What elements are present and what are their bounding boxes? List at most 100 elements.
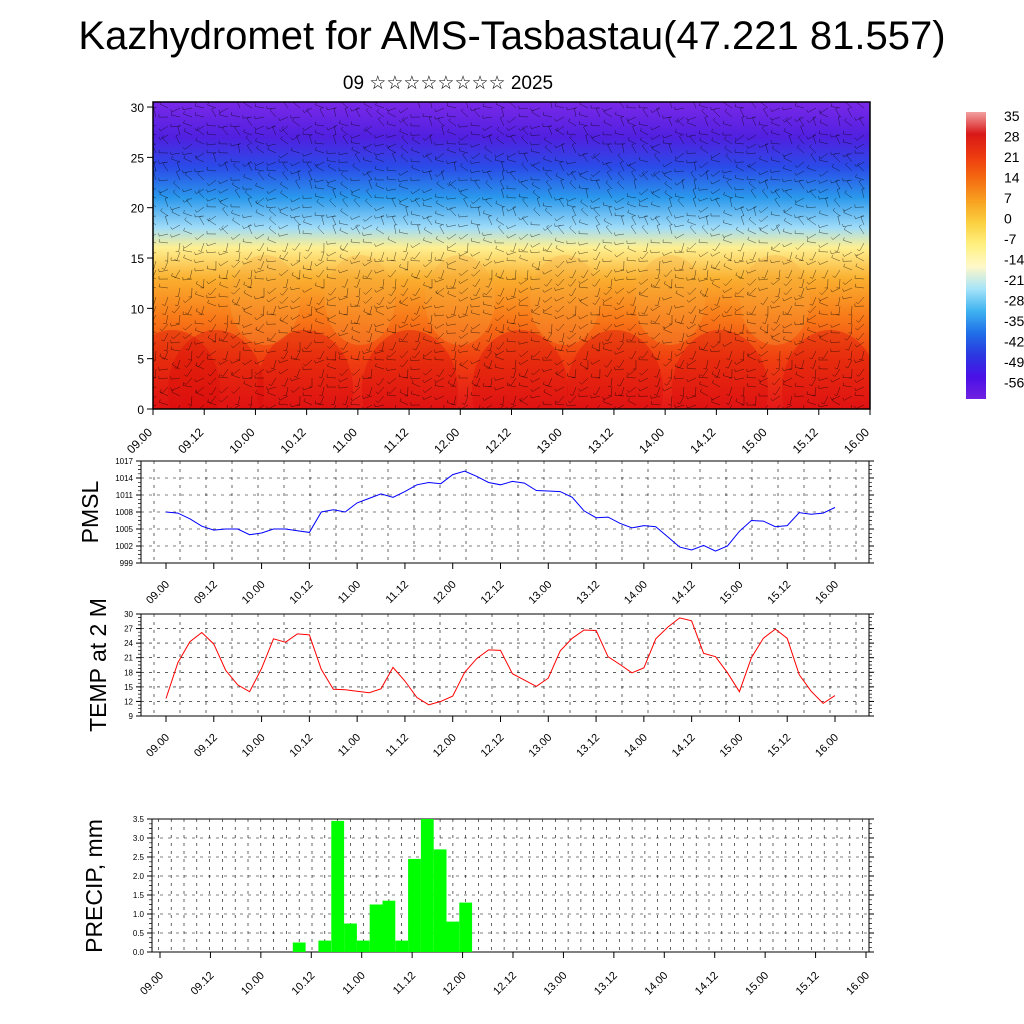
precip-y-tick-label-4: 2.0 [133, 872, 145, 881]
colorbar-scale [966, 112, 986, 399]
temp-x-tick-label-14: 16.00 [813, 732, 841, 760]
precip-bars [292, 819, 473, 952]
temp-y-tick-label-5: 24 [124, 639, 133, 648]
precip-bar-15 [344, 923, 357, 952]
pmsl-y-tick-label-2: 1005 [115, 525, 133, 534]
precip-bar-14 [331, 820, 345, 952]
precip-minor-ticks [149, 818, 872, 953]
warm-anomaly-3 [362, 330, 458, 409]
temp-x-tick-label-2: 10.00 [240, 732, 268, 760]
pmsl-x-tick-label-1: 09.12 [192, 579, 220, 607]
upper-x-tick-label-14: 16.00 [841, 425, 872, 456]
colorbar-label-5: 0 [1004, 211, 1012, 227]
upper-x-tick-label-12: 15.00 [739, 425, 770, 456]
temp-y-tick-label-2: 15 [124, 683, 133, 692]
pmsl-x-tick-label-10: 14.00 [622, 579, 650, 607]
precip-x-tick-label-8: 13.00 [542, 970, 570, 998]
temp-x-tick-label-6: 12.00 [431, 732, 459, 760]
pmsl-x-tick-label-12: 15.00 [718, 579, 746, 607]
upper-x-tick-label-9: 13.12 [585, 425, 616, 456]
pmsl-x-tick-label-11: 14.12 [670, 579, 698, 607]
temp-y-tick-label-0: 9 [129, 712, 134, 721]
warm-anomaly-7 [782, 330, 870, 409]
precip-x-tick-label-13: 15.12 [794, 970, 822, 998]
pmsl-x-tick-label-9: 13.12 [574, 579, 602, 607]
precip-frame [151, 818, 870, 953]
warm-anomaly-0 [153, 330, 220, 409]
precip-panel: 0.0 0.5 1.0 1.5 2.0 2.5 3.0 3.5 09.00 09.12 10.00 1… [81, 815, 874, 998]
upper-x-tick-label-1: 09.12 [175, 425, 206, 456]
precip-x-tick-label-10: 14.00 [642, 970, 670, 998]
precip-bar-18 [382, 900, 396, 952]
grid-lines [152, 819, 869, 952]
upper-x-tick-label-7: 12.12 [482, 425, 513, 456]
precip-x-tick-label-6: 12.00 [441, 970, 469, 998]
precip-y-tick-label-2: 1.0 [133, 910, 145, 919]
upper-x-tick-label-10: 14.00 [636, 425, 667, 456]
temp-x-tick-label-9: 13.12 [574, 732, 602, 760]
pmsl-y-tick-label-0: 999 [120, 559, 134, 568]
grid-lines [141, 461, 869, 563]
colorbar-label-7: -14 [1004, 252, 1024, 268]
pmsl-axes: 999 1002 1005 1008 1011 1014 1017 09.00 09.12 10.… [115, 457, 874, 607]
upper-x-tick-label-13: 15.12 [790, 425, 821, 456]
pmsl-x-tick-label-8: 13.00 [526, 579, 554, 607]
precip-bar-17 [369, 904, 383, 952]
upper-x-tick-label-6: 12.00 [431, 425, 462, 456]
colorbar-label-8: -21 [1004, 272, 1024, 288]
upper-x-tick-label-3: 10.12 [278, 425, 309, 456]
colorbar-label-2: 21 [1004, 149, 1020, 165]
precip-x-tick-label-2: 10.00 [239, 970, 267, 998]
temp-grid [141, 614, 869, 716]
temp-x-tick-label-8: 13.00 [526, 732, 554, 760]
pmsl-x-tick-label-14: 16.00 [813, 579, 841, 607]
precip-x-tick-label-1: 09.12 [189, 970, 217, 998]
temp-y-tick-label-6: 27 [124, 625, 133, 634]
upper-x-tick-label-4: 11.00 [329, 425, 360, 456]
upper-air-panel: 0 5 10 15 20 25 30 09.00 09.12 10.00 10.12 11.00 11.… [124, 101, 872, 456]
upper-y-tick-label-2: 10 [131, 302, 145, 316]
precip-x-tick-label-5: 11.12 [391, 970, 418, 997]
colorbar-label-13: -56 [1004, 375, 1024, 391]
precip-grid [152, 819, 869, 952]
pmsl-y-tick-label-1: 1002 [115, 542, 133, 551]
colorbar-label-9: -28 [1004, 293, 1024, 309]
colorbar-label-11: -42 [1004, 334, 1024, 350]
pmsl-x-tick-label-13: 15.12 [765, 579, 793, 607]
cool-anomaly-5 [740, 255, 810, 345]
cool-anomaly-2 [425, 255, 495, 345]
precip-x-tick-label-7: 12.12 [491, 970, 519, 998]
precip-y-tick-label-6: 3.0 [133, 834, 145, 843]
temp-x-tick-label-7: 12.12 [479, 732, 507, 760]
upper-y-tick-label-6: 30 [131, 101, 145, 115]
upper-x-tick-label-2: 10.00 [226, 425, 257, 456]
upper-y-tick-label-0: 0 [137, 403, 144, 417]
temp-ylabel: TEMP at 2 M [85, 598, 111, 732]
temp-x-tick-label-5: 11.12 [384, 732, 411, 759]
temp-x-tick-label-3: 10.12 [288, 732, 316, 760]
pmsl-x-tick-label-5: 11.12 [384, 579, 411, 606]
precip-axes: 0.0 0.5 1.0 1.5 2.0 2.5 3.0 3.5 09.00 09.12 10.00 1… [133, 815, 874, 998]
temp-y-tick-label-1: 12 [124, 697, 133, 706]
upper-y-tick-label-1: 5 [137, 353, 144, 367]
upper-x-tick-label-8: 13.00 [534, 425, 565, 456]
temp-x-tick-label-10: 14.00 [622, 732, 650, 760]
temp-y-tick-label-3: 18 [124, 668, 133, 677]
upper-x-tick-label-5: 11.12 [381, 425, 412, 456]
temp-axes: 9 12 15 18 21 24 27 30 09.00 09.12 10.00 10.12 11.00… [124, 610, 874, 760]
wind-barbs [153, 102, 865, 409]
pmsl-x-tick-label-7: 12.12 [479, 579, 507, 607]
pmsl-series-line [165, 470, 836, 552]
pmsl-ylabel: PMSL [77, 480, 103, 543]
warm-anomaly-5 [567, 330, 663, 409]
precip-y-tick-label-1: 0.5 [133, 929, 145, 938]
precip-bar-19 [395, 940, 409, 952]
colorbar-label-4: 7 [1004, 190, 1012, 206]
temp-series-line [165, 617, 836, 706]
precip-x-tick-label-4: 11.00 [340, 970, 367, 997]
pmsl-y-tick-label-6: 1017 [115, 457, 133, 466]
colorbar-label-0: 35 [1004, 108, 1020, 124]
temp-x-tick-label-1: 09.12 [192, 732, 220, 760]
precip-x-tick-label-11: 14.12 [693, 970, 721, 998]
